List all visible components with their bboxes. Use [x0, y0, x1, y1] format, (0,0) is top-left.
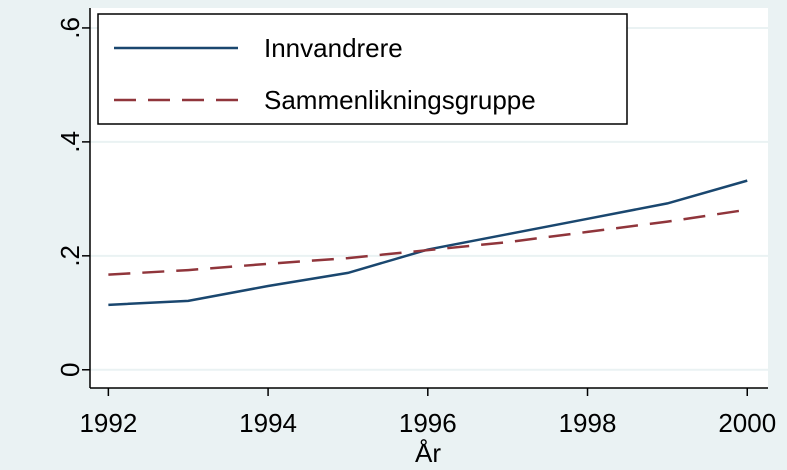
x-tick-label: 1992: [79, 408, 137, 438]
y-tick-label: 0: [55, 363, 85, 377]
legend-label: Innvandrere: [264, 33, 403, 63]
y-tick-label: .4: [55, 131, 85, 153]
data-line: [108, 208, 748, 276]
x-tick-label: 1998: [559, 408, 617, 438]
x-axis-label: År: [415, 438, 441, 468]
y-tick-label: .6: [55, 17, 85, 39]
legend-box: [97, 13, 628, 125]
x-tick-label: 2000: [718, 408, 776, 438]
x-tick-label: 1994: [239, 408, 297, 438]
legend-label: Sammenlikningsgruppe: [264, 85, 536, 115]
x-tick-label: 1996: [399, 408, 457, 438]
y-tick-label: .2: [55, 245, 85, 267]
